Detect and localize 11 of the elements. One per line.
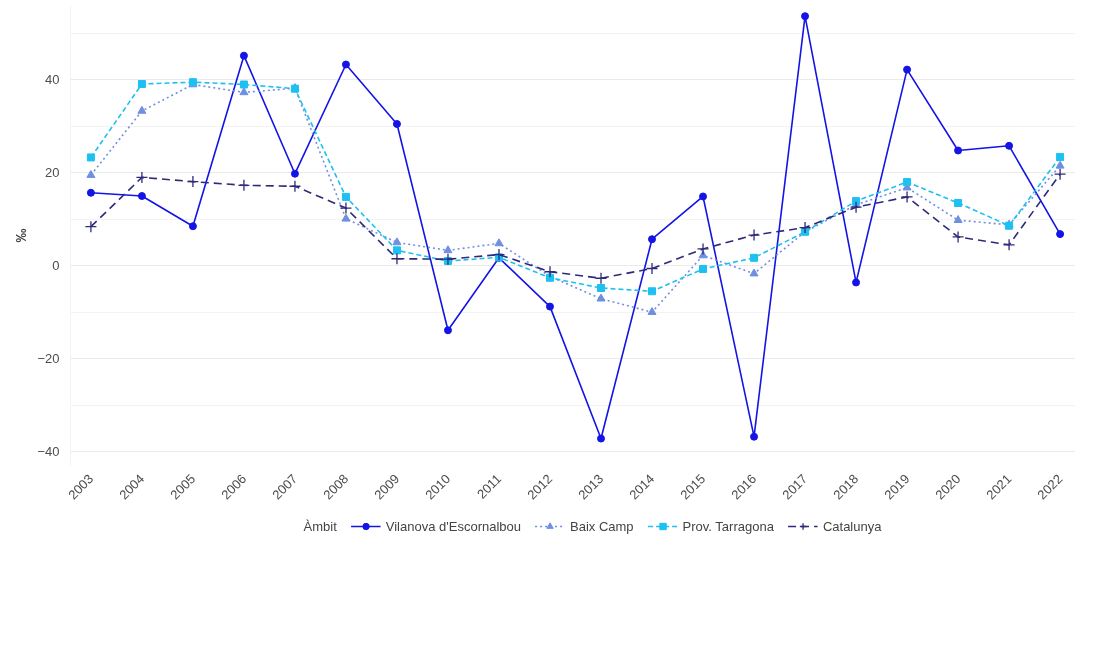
legend-label: Baix Camp [570, 518, 634, 534]
legend-title: Àmbit [303, 518, 337, 534]
y-tick-label: −40 [37, 444, 60, 460]
y-tick-label: 0 [52, 258, 60, 274]
y-tick-label: −20 [37, 351, 60, 367]
y-tick-label: 40 [45, 72, 60, 88]
legend-label: Vilanova d'Escornalbou [385, 518, 522, 534]
y-tick-label: 20 [45, 165, 60, 181]
legend-label: Catalunya [822, 518, 882, 534]
legend-label: Prov. Tarragona [682, 518, 774, 534]
y-axis-title: ‰ [13, 228, 30, 243]
